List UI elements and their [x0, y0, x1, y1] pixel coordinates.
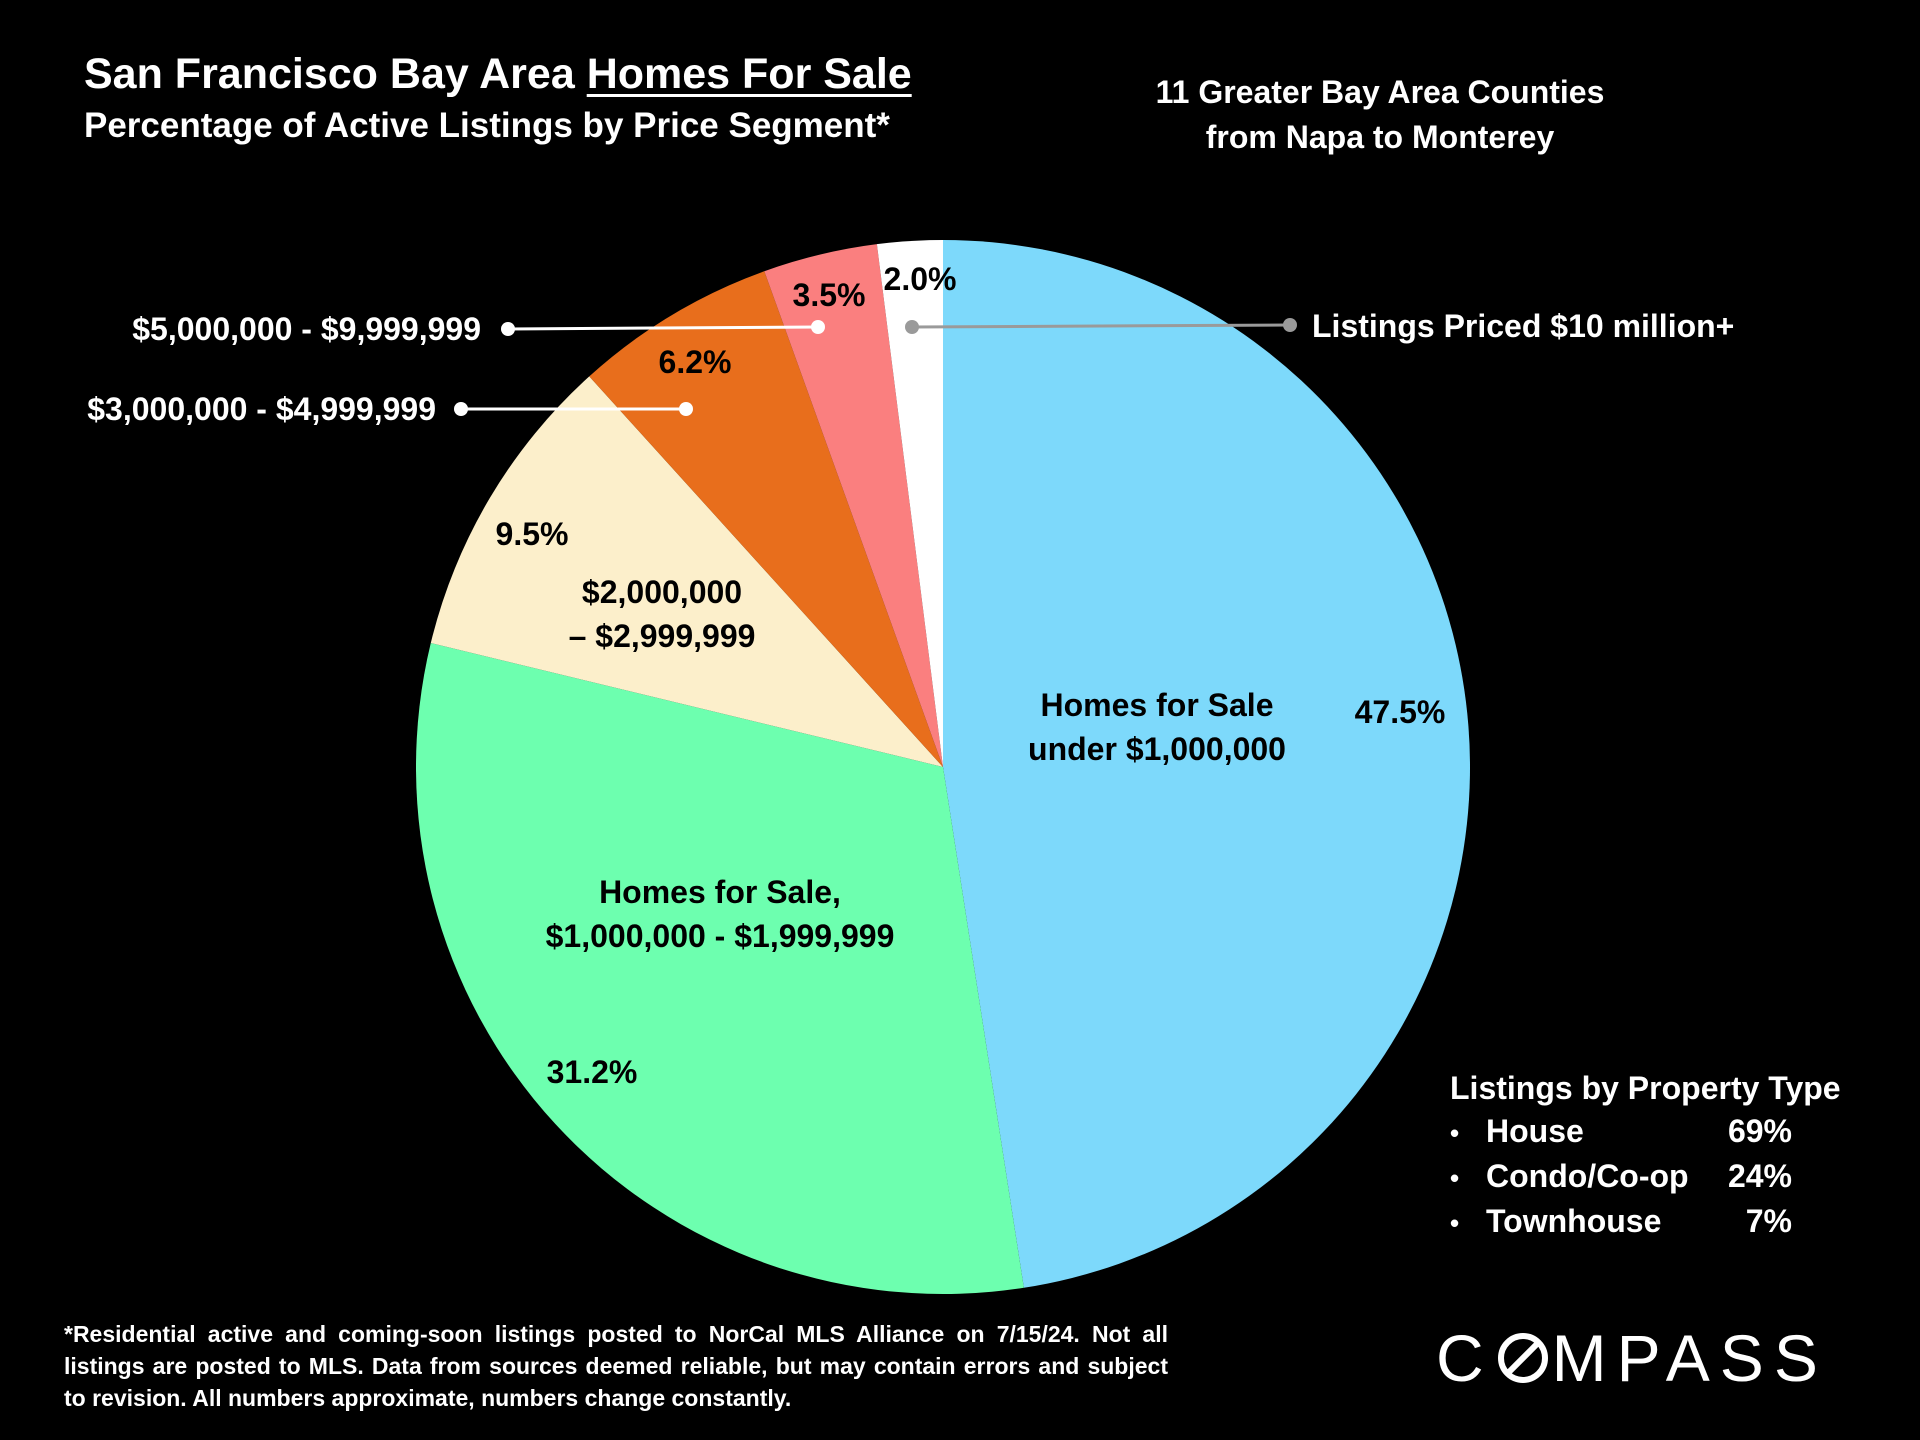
property-type-pct: 24%	[1727, 1158, 1792, 1194]
leader-dot-3-000-000-4-999-999	[679, 402, 693, 416]
property-type-row: • Townhouse 7%	[1450, 1203, 1841, 1248]
data-label-3-000-000-4-999-999: 6.2%	[659, 344, 732, 380]
property-type-legend: Listings by Property Type • House 69% • …	[1450, 1070, 1841, 1248]
category-label-homes-for-sale-under-1-000-000: under $1,000,000	[1028, 731, 1286, 767]
compass-o-icon	[1497, 1333, 1548, 1383]
pie-slice-5-000-000-9-999-999	[764, 244, 943, 767]
category-label-2-000-000-2-999-999: – $2,999,999	[569, 618, 756, 654]
category-label-listings-priced-10-million: Listings Priced $10 million+	[1312, 308, 1734, 344]
bullet-icon: •	[1450, 1118, 1460, 1148]
pie-slice-3-000-000-4-999-999	[589, 271, 943, 767]
property-type-name: Townhouse	[1486, 1203, 1662, 1239]
pie-slice-listings-priced-10-million	[876, 240, 943, 767]
data-label-homes-for-sale-1-000-000-1-999-999: 31.2%	[547, 1054, 638, 1090]
property-type-row: • Condo/Co-op 24%	[1450, 1158, 1841, 1203]
leader-dot-5-000-000-9-999-999	[811, 320, 825, 334]
logo-letter-c: C	[1436, 1321, 1494, 1395]
data-label-5-000-000-9-999-999: 3.5%	[793, 277, 866, 313]
category-label-3-000-000-4-999-999: $3,000,000 - $4,999,999	[87, 391, 436, 427]
chart-title-prefix: San Francisco Bay Area	[84, 50, 587, 98]
property-type-name: Condo/Co-op	[1486, 1158, 1689, 1194]
region-line-2: from Napa to Monterey	[1205, 119, 1555, 155]
leader-end-dot-listings-priced-10-million	[1283, 318, 1297, 332]
bullet-icon: •	[1450, 1208, 1460, 1238]
property-type-heading: Listings by Property Type	[1450, 1070, 1841, 1106]
leader-line-5-000-000-9-999-999	[507, 325, 819, 331]
pie-slice-homes-for-sale-under-1-000-000	[943, 240, 1470, 1288]
data-label-2-000-000-2-999-999: 9.5%	[496, 516, 569, 552]
chart-title: San Francisco Bay Area Homes For Sale	[84, 50, 912, 99]
pie-slice-2-000-000-2-999-999	[430, 376, 943, 767]
compass-logo: C MPASS	[1436, 1320, 1828, 1396]
category-label-5-000-000-9-999-999: $5,000,000 - $9,999,999	[132, 311, 481, 347]
bullet-icon: •	[1450, 1163, 1460, 1193]
pie-slice-homes-for-sale-1-000-000-1-999-999	[416, 643, 1024, 1294]
category-label-homes-for-sale-under-1-000-000: Homes for Sale	[1041, 687, 1274, 723]
property-type-pct: 7%	[1745, 1203, 1792, 1239]
property-type-pct: 69%	[1727, 1113, 1792, 1149]
category-label-2-000-000-2-999-999: $2,000,000	[582, 574, 742, 610]
region-line-1: 11 Greater Bay Area Counties	[1155, 74, 1605, 110]
category-label-homes-for-sale-1-000-000-1-999-999: $1,000,000 - $1,999,999	[546, 918, 895, 954]
leader-line-listings-priced-10-million	[911, 323, 1291, 329]
property-type-row: • House 69%	[1450, 1113, 1841, 1158]
chart-subtitle: Percentage of Active Listings by Price S…	[84, 106, 890, 145]
property-type-name: House	[1486, 1113, 1584, 1149]
leader-dot-listings-priced-10-million	[905, 320, 919, 334]
chart-title-underlined: Homes For Sale	[586, 50, 912, 98]
data-label-homes-for-sale-under-1-000-000: 47.5%	[1355, 694, 1446, 730]
data-label-listings-priced-10-million: 2.0%	[884, 261, 957, 297]
logo-letters-mpass: MPASS	[1551, 1321, 1828, 1395]
region-note: 11 Greater Bay Area Counties from Napa t…	[1100, 70, 1660, 160]
footnote: *Residential active and coming-soon list…	[64, 1321, 1168, 1411]
leader-end-dot-3-000-000-4-999-999	[454, 402, 468, 416]
leader-end-dot-5-000-000-9-999-999	[501, 322, 515, 336]
category-label-homes-for-sale-1-000-000-1-999-999: Homes for Sale,	[599, 874, 841, 910]
